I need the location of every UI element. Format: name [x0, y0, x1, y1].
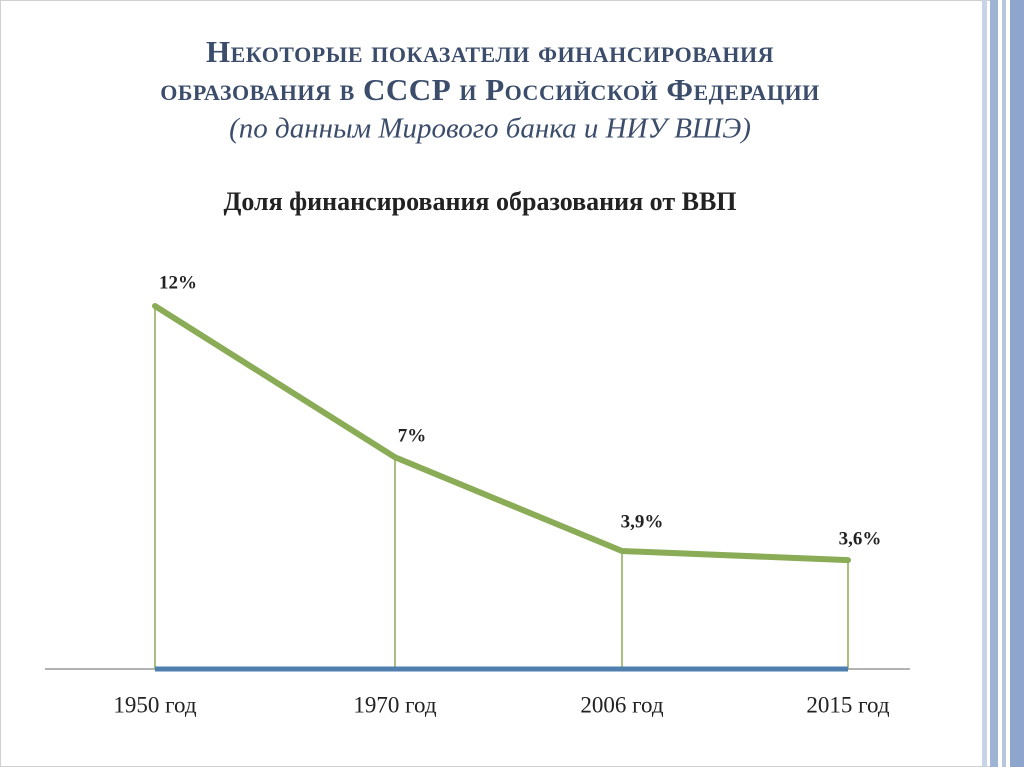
x-tick-label: 2015 год	[806, 692, 889, 717]
value-label: 3,6%	[839, 528, 882, 549]
chart-title: Доля финансирования образования от ВВП	[223, 187, 736, 216]
title-line: Некоторые показатели финансирования	[206, 34, 774, 69]
value-label: 12%	[159, 272, 197, 293]
title-line: образования в СССР и Российской Федераци…	[160, 72, 820, 107]
decor-stripe	[1010, 0, 1024, 767]
line	[152, 303, 851, 564]
value-label: 7%	[398, 426, 427, 447]
decor-stripe	[1002, 0, 1006, 767]
x-tick-label: 1950 год	[113, 692, 196, 717]
decor-stripe	[990, 0, 998, 767]
subtitle: (по данным Мирового банка и НИУ ВШЭ)	[229, 113, 751, 145]
value-label: 3,9%	[621, 511, 664, 532]
x-tick-label: 1970 год	[353, 692, 436, 717]
decor-stripe	[982, 0, 987, 767]
x-tick-label: 2006 год	[580, 692, 663, 717]
